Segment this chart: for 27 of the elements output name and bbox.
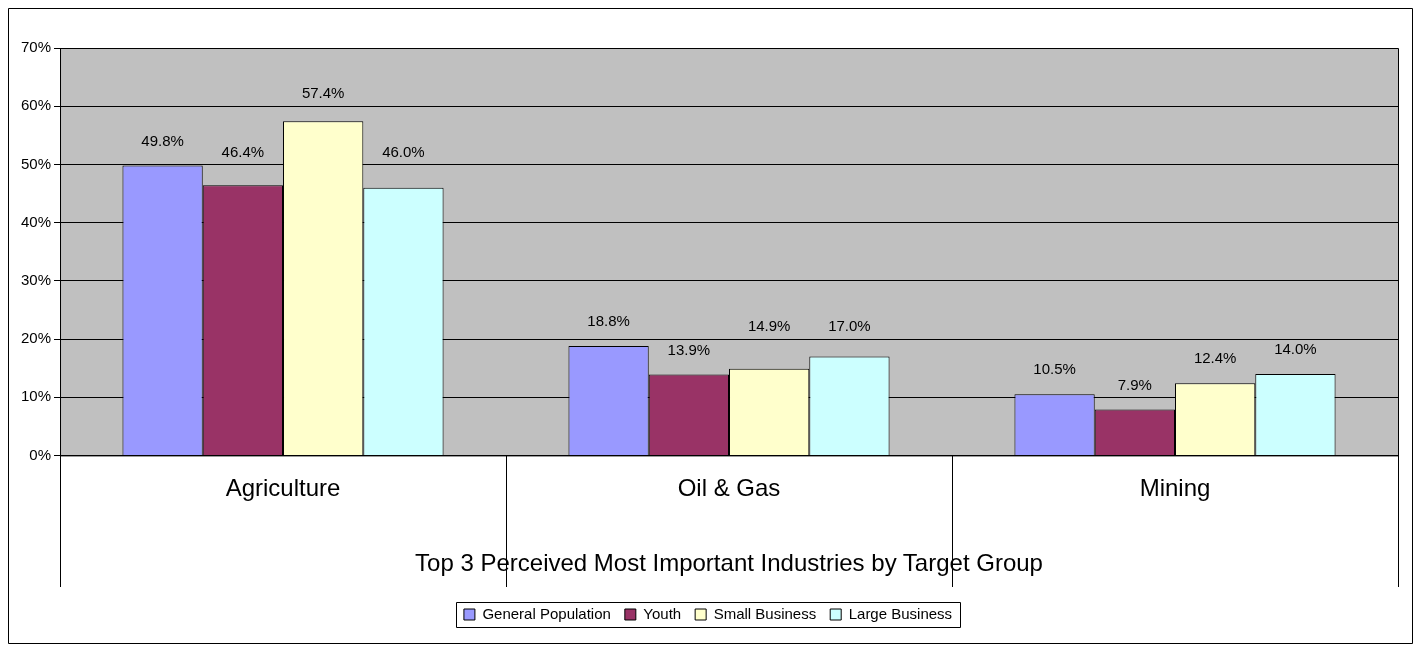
x-tick-label: Mining: [1139, 474, 1211, 502]
data-label: 46.0%: [382, 142, 425, 160]
y-tick-label: 0%: [29, 445, 52, 463]
legend-label: General Population: [482, 604, 611, 622]
data-label: 14.9%: [747, 317, 791, 335]
y-tick-label: 40%: [20, 212, 52, 230]
data-label: 18.8%: [587, 312, 630, 330]
data-label: 13.9%: [667, 340, 711, 358]
data-label: 17.0%: [828, 317, 871, 335]
x-tick-label: Agriculture: [225, 474, 341, 502]
data-label: 10.5%: [1033, 360, 1076, 378]
data-label: 57.4%: [301, 84, 345, 102]
y-tick-label: 20%: [20, 329, 52, 347]
y-tick-label: 50%: [20, 154, 52, 172]
data-label: 14.0%: [1274, 340, 1317, 358]
legend-label: Large Business: [848, 604, 953, 622]
y-tick-label: 10%: [20, 387, 52, 405]
data-label: 46.4%: [221, 142, 265, 160]
x-tick-label: Oil & Gas: [677, 474, 781, 502]
data-label: 49.8%: [141, 131, 184, 149]
y-tick-label: 70%: [20, 38, 52, 56]
legend-label: Youth: [643, 604, 682, 622]
y-tick-label: 30%: [20, 270, 52, 288]
legend-label: Small Business: [713, 604, 817, 622]
data-label: 7.9%: [1117, 375, 1152, 393]
y-tick-label: 60%: [20, 96, 52, 114]
data-label: 12.4%: [1193, 349, 1237, 367]
